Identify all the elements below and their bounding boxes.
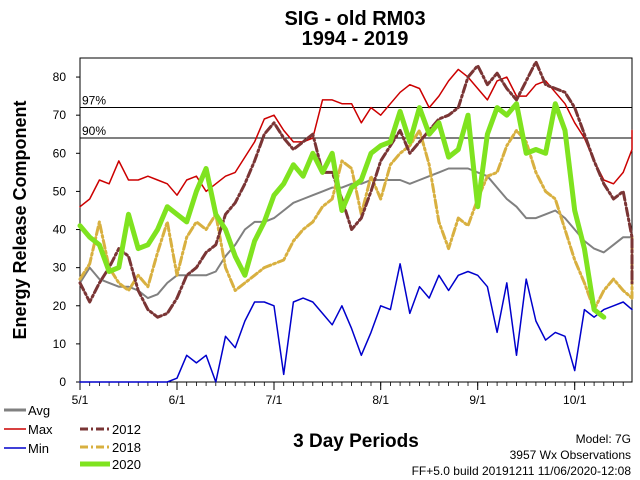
y-tick-label: 20 [53,299,67,313]
y-tick-label: 70 [53,108,67,122]
y-tick-label: 50 [53,184,67,198]
legend-label-2020: 2020 [112,457,141,472]
legend: Avg Max Min 2012 2018 2020 [4,403,141,472]
legend-label-max: Max [28,422,53,437]
x-axis: 5/1 6/1 7/1 8/1 9/1 10/1 [72,382,624,407]
y-tick-label: 10 [53,337,67,351]
legend-label-2018: 2018 [112,440,141,455]
x-tick-label: 8/1 [372,393,389,407]
y-axis: 0 10 20 30 40 50 60 70 80 [53,70,80,389]
series-line-2020 [77,101,607,320]
y-tick-label: 0 [59,375,66,389]
percentile-lines: 97% 90% [80,94,632,139]
series-line-min [79,263,633,383]
x-tick-label: 10/1 [563,393,587,407]
y-axis-label: Energy Release Component [10,100,30,339]
percentile-label: 97% [82,94,106,108]
observations-label: 3957 Wx Observations [510,448,631,462]
x-axis-label: 3 Day Periods [293,431,419,452]
y-tick-label: 80 [53,70,67,84]
chart-subtitle: 1994 - 2019 [302,28,409,50]
y-tick-label: 60 [53,146,67,160]
x-tick-label: 5/1 [72,393,89,407]
chart-title: SIG - old RM03 [284,8,425,30]
y-tick-label: 30 [53,261,67,275]
legend-label-avg: Avg [28,403,50,418]
y-tick-label: 40 [53,223,67,237]
legend-label-2012: 2012 [112,422,141,437]
x-tick-label: 7/1 [266,393,283,407]
series-line-2012 [78,60,634,319]
model-label: Model: 7G [576,432,631,446]
series-layer [77,60,634,383]
legend-label-min: Min [28,441,49,456]
x-tick-label: 9/1 [469,393,486,407]
series-line-2018 [78,128,634,312]
x-tick-label: 6/1 [169,393,186,407]
percentile-label: 90% [82,124,106,138]
build-label: FF+5.0 build 20191211 11/06/2020-12:08 [412,464,632,478]
